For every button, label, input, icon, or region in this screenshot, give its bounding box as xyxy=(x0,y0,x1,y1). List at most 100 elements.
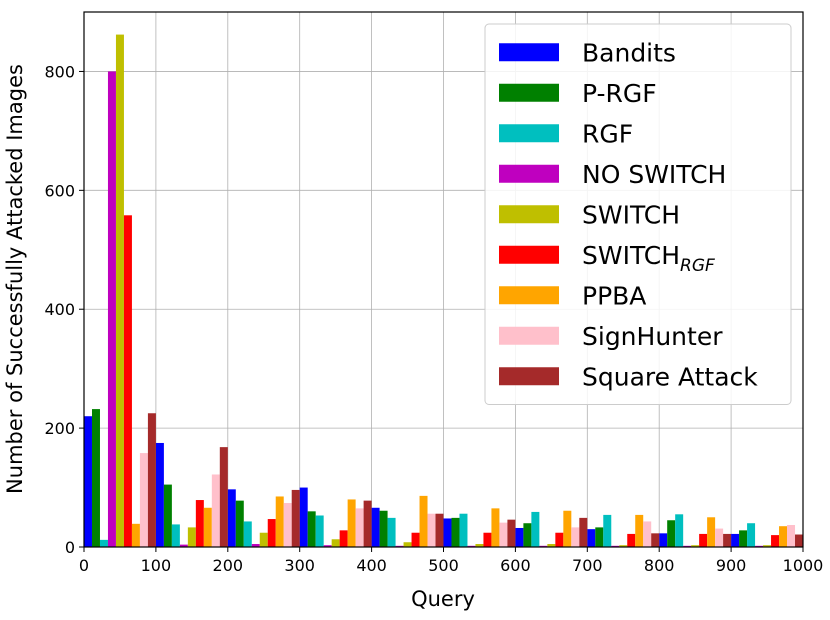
bar-switch xyxy=(691,545,700,547)
bar-ppba xyxy=(779,526,788,547)
bar-p-rgf xyxy=(667,520,676,547)
bar-bandits xyxy=(587,529,596,547)
bar-no-switch xyxy=(107,71,116,547)
x-tick-label: 600 xyxy=(500,556,531,575)
bar-p-rgf xyxy=(307,511,316,547)
bar-bandits xyxy=(371,507,380,547)
bar-rgf xyxy=(387,517,396,547)
bar-rgf xyxy=(675,514,684,547)
bar-p-rgf xyxy=(379,510,388,547)
bar-switch-rgf xyxy=(555,532,564,547)
bar-square-attack xyxy=(651,533,660,547)
bar-switch-rgf xyxy=(699,533,708,547)
legend-swatch-square-attack xyxy=(499,367,559,386)
bar-bandits xyxy=(227,489,236,547)
y-tick-label: 200 xyxy=(44,419,75,438)
legend-label-rgf: RGF xyxy=(582,119,633,148)
bar-rgf xyxy=(459,513,468,547)
bar-switch-rgf xyxy=(267,519,276,547)
bar-p-rgf xyxy=(235,500,244,547)
bar-square-attack xyxy=(363,500,372,547)
x-tick-label: 300 xyxy=(284,556,315,575)
legend-label-ppba: PPBA xyxy=(582,281,646,310)
x-tick-label: 200 xyxy=(213,556,244,575)
bar-switch xyxy=(259,532,268,547)
y-tick-label: 600 xyxy=(44,181,75,200)
legend: Bandits P-RGF RGF NO SWITCH SWITCH SWITCHRGF P… xyxy=(484,23,792,405)
bar-no-switch xyxy=(179,544,188,547)
legend-swatch-switch xyxy=(499,205,559,224)
bar-switch xyxy=(547,544,556,547)
legend-label-square-attack: Square Attack xyxy=(582,362,758,391)
legend-swatch-ppba xyxy=(499,286,559,305)
y-tick-label: 400 xyxy=(44,300,75,319)
legend-swatch-signhunter xyxy=(499,326,559,345)
bar-bandits xyxy=(299,487,308,547)
bar-ppba xyxy=(131,523,140,547)
bar-signhunter xyxy=(715,528,724,547)
x-tick-label: 400 xyxy=(356,556,387,575)
x-tick-label: 0 xyxy=(79,556,89,575)
bar-rgf xyxy=(315,515,324,547)
bar-ppba xyxy=(491,508,500,547)
bar-signhunter xyxy=(211,474,220,547)
bar-switch xyxy=(475,544,484,547)
legend-label-bandits: Bandits xyxy=(582,38,676,67)
legend-box xyxy=(484,23,792,405)
x-tick-label: 800 xyxy=(644,556,675,575)
bar-bandits xyxy=(515,527,524,547)
legend-label-p-rgf: P-RGF xyxy=(582,79,657,108)
bar-p-rgf xyxy=(523,523,532,547)
bar-p-rgf xyxy=(91,409,100,547)
bar-switch-rgf xyxy=(195,500,204,547)
bar-rgf xyxy=(171,524,180,547)
legend-label-signhunter: SignHunter xyxy=(582,322,723,351)
bar-bandits xyxy=(731,533,740,547)
y-axis-label: Number of Successfully Attacked Images xyxy=(3,64,27,494)
x-tick-label: 500 xyxy=(428,556,459,575)
bar-rgf xyxy=(747,523,756,547)
y-tick-label: 800 xyxy=(44,62,75,81)
bar-no-switch xyxy=(251,544,260,547)
bar-square-attack xyxy=(507,519,516,547)
x-tick-label: 900 xyxy=(716,556,747,575)
bar-signhunter xyxy=(571,527,580,547)
bar-switch-rgf xyxy=(771,535,780,547)
bar-switch xyxy=(619,545,628,547)
bar-switch xyxy=(403,542,412,547)
bar-p-rgf xyxy=(595,527,604,547)
bar-signhunter xyxy=(139,453,148,547)
bar-signhunter xyxy=(355,508,364,547)
y-axis-ticks: 0 200 400 600 800 xyxy=(44,62,84,557)
bar-switch xyxy=(331,539,340,547)
bar-switch-rgf xyxy=(339,530,348,547)
bar-square-attack xyxy=(219,447,228,547)
bar-rgf xyxy=(243,521,252,547)
bar-switch xyxy=(187,527,196,547)
bar-signhunter xyxy=(499,522,508,547)
x-tick-label: 700 xyxy=(572,556,603,575)
x-axis-ticks: 0 100 200 300 400 500 600 700 800 900 1000 xyxy=(79,547,823,575)
legend-swatch-switch-rgf xyxy=(499,245,559,264)
bar-p-rgf xyxy=(451,517,460,547)
bar-bandits xyxy=(155,442,164,547)
bar-rgf xyxy=(603,514,612,547)
legend-swatch-bandits xyxy=(499,43,559,62)
bar-ppba xyxy=(203,507,212,547)
legend-swatch-no-switch xyxy=(499,164,559,183)
bar-signhunter xyxy=(427,513,436,547)
bar-p-rgf xyxy=(739,530,748,547)
bar-switch-rgf xyxy=(627,533,636,547)
bar-square-attack xyxy=(435,513,444,547)
bar-bandits xyxy=(443,518,452,547)
x-tick-label: 100 xyxy=(141,556,172,575)
bar-switch-rgf xyxy=(123,215,132,548)
bar-switch-rgf xyxy=(411,532,420,547)
bar-rgf xyxy=(531,511,540,547)
bar-square-attack xyxy=(723,533,732,547)
bar-switch-rgf xyxy=(483,532,492,547)
bar-ppba xyxy=(563,510,572,547)
y-tick-label: 0 xyxy=(65,538,75,557)
